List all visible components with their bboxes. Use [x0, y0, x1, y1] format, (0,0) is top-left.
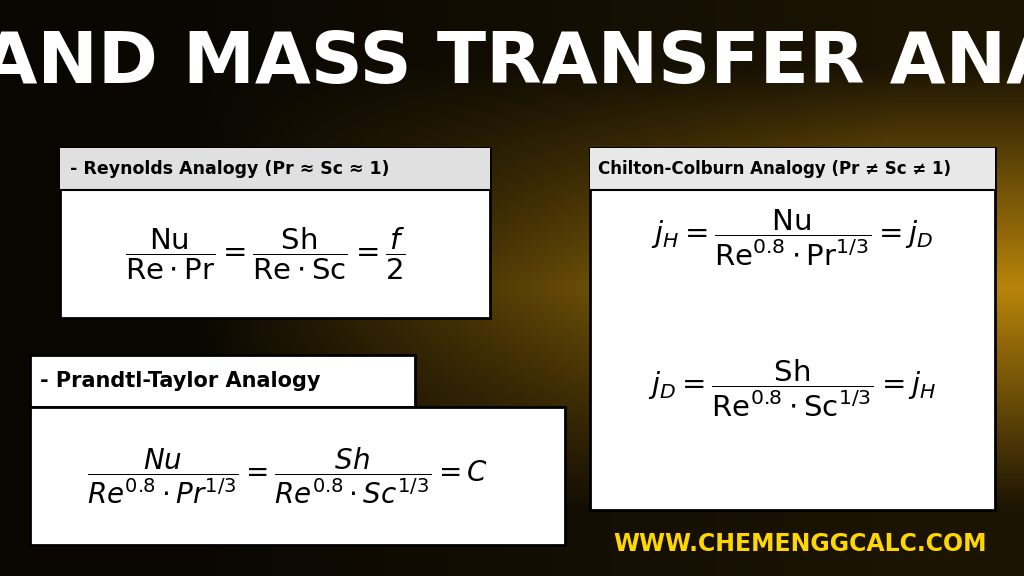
Text: $\dfrac{\mathrm{Nu}}{\mathrm{Re} \cdot \mathrm{Pr}} = \dfrac{\mathrm{Sh}}{\mathr: $\dfrac{\mathrm{Nu}}{\mathrm{Re} \cdot \… [125, 226, 406, 282]
Text: $\dfrac{Nu}{Re^{0.8} \cdot Pr^{1/3}} = \dfrac{Sh}{Re^{0.8} \cdot Sc^{1/3}} = C$: $\dfrac{Nu}{Re^{0.8} \cdot Pr^{1/3}} = \… [87, 446, 488, 506]
Text: $j_D = \dfrac{\mathrm{Sh}}{\mathrm{Re}^{0.8} \cdot \mathrm{Sc}^{1/3}} = j_H$: $j_D = \dfrac{\mathrm{Sh}}{\mathrm{Re}^{… [648, 358, 937, 419]
Bar [60, 148, 490, 318]
Text: HEAT AND MASS TRANSFER ANALOGY: HEAT AND MASS TRANSFER ANALOGY [0, 28, 1024, 97]
Text: Chilton-Colburn Analogy (Pr ≠ Sc ≠ 1): Chilton-Colburn Analogy (Pr ≠ Sc ≠ 1) [598, 160, 951, 178]
Bar [590, 148, 995, 510]
Bar [30, 355, 415, 407]
Text: - Reynolds Analogy (Pr ≈ Sc ≈ 1): - Reynolds Analogy (Pr ≈ Sc ≈ 1) [70, 160, 389, 178]
Text: - Prandtl-Taylor Analogy: - Prandtl-Taylor Analogy [40, 371, 321, 391]
Bar [60, 148, 490, 190]
Bar [30, 407, 565, 545]
Bar [590, 148, 995, 190]
Text: $j_H = \dfrac{\mathrm{Nu}}{\mathrm{Re}^{0.8} \cdot \mathrm{Pr}^{1/3}} = j_D$: $j_H = \dfrac{\mathrm{Nu}}{\mathrm{Re}^{… [651, 207, 934, 268]
Text: WWW.CHEMENGGCALC.COM: WWW.CHEMENGGCALC.COM [613, 532, 987, 556]
